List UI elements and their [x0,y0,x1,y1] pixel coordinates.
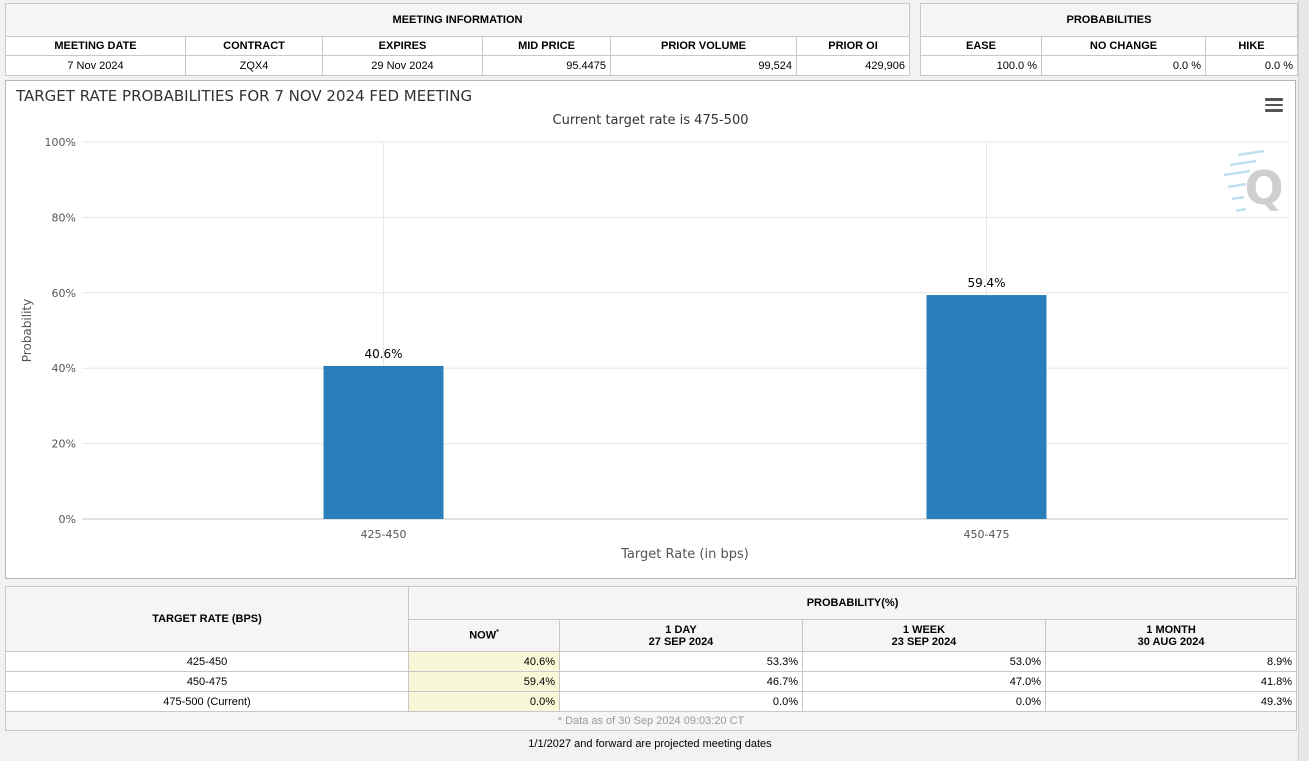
probabilities-table: PROBABILITIES EASE NO CHANGE HIKE 100.0 … [919,3,1299,76]
col-mid-price: MID PRICE [482,36,611,56]
data-timestamp-note: * Data as of 30 Sep 2024 09:03:20 CT [4,711,1298,731]
week-cell: 47.0% [802,671,1046,692]
bar [323,365,444,519]
prior-volume-value: 99,524 [610,55,797,76]
week-cell: 53.0% [802,651,1046,672]
no-change-value: 0.0 % [1041,55,1206,76]
day-cell: 0.0% [559,691,803,712]
now-marker: * [496,629,499,637]
col-1-day: 1 DAY 27 SEP 2024 [559,619,803,652]
watermark-logo: Q [1244,161,1283,215]
col-no-change: NO CHANGE [1041,36,1206,56]
meeting-info-table: MEETING INFORMATION MEETING DATE CONTRAC… [4,3,911,76]
period-label: 1 MONTH [1146,623,1196,636]
now-cell: 59.4% [408,671,560,692]
rate-cell: 425-450 [5,651,409,672]
y-tick-label: 20% [52,438,76,451]
col-prior-volume: PRIOR VOLUME [610,36,797,56]
col-expires: EXPIRES [322,36,483,56]
x-tick-label: 425-450 [361,528,407,541]
mid-price-value: 95.4475 [482,55,611,76]
probability-header: PROBABILITY(%) [407,586,1298,620]
contract-value: ZQX4 [185,55,323,76]
col-contract: CONTRACT [185,36,323,56]
bar-chart: 0% 20% 40% 60% 80% 100% 40.6% 425-450 59.4% 450-4… [20,136,1288,562]
rate-cell: 475-500 (Current) [5,691,409,712]
y-tick-label: 60% [52,287,76,300]
now-cell: 40.6% [408,651,560,672]
prior-oi-value: 429,906 [795,55,911,76]
chart-title: TARGET RATE PROBABILITIES FOR 7 NOV 2024… [16,87,473,105]
table-row: 450-475 59.4% 46.7% 47.0% 41.8% [5,671,1298,692]
x-tick-label: 450-475 [964,528,1010,541]
period-label: 1 DAY [665,623,697,636]
col-hike: HIKE [1204,36,1299,56]
table-row: 475-500 (Current) 0.0% 0.0% 0.0% 49.3% [5,691,1298,712]
scrollbar[interactable] [1298,0,1309,761]
y-tick-label: 40% [52,362,76,375]
hike-value: 0.0 % [1204,55,1299,76]
rate-cell: 450-475 [5,671,409,692]
day-cell: 46.7% [559,671,803,692]
probability-history-table: TARGET RATE (BPS) PROBABILITY(%) NOW* 1 … [4,586,1298,731]
day-cell: 53.3% [559,651,803,672]
meeting-date-value: 7 Nov 2024 [5,55,186,76]
month-cell: 49.3% [1044,691,1298,712]
bar-data-label: 59.4% [967,276,1005,290]
col-1-week: 1 WEEK 23 SEP 2024 [802,619,1046,652]
ease-value: 100.0 % [920,55,1042,76]
month-cell: 41.8% [1044,671,1298,692]
month-cell: 8.9% [1044,651,1298,672]
bar-data-label: 40.6% [364,347,402,361]
y-tick-label: 0% [59,513,76,526]
week-cell: 0.0% [802,691,1046,712]
col-1-month: 1 MONTH 30 AUG 2024 [1044,619,1298,652]
period-label: 1 WEEK [902,623,946,636]
period-date: 23 SEP 2024 [891,635,957,648]
period-date: 27 SEP 2024 [648,635,714,648]
col-ease: EASE [920,36,1042,56]
col-now: NOW* [408,619,560,652]
col-prior-oi: PRIOR OI [795,36,911,56]
bar [926,295,1047,519]
y-tick-label: 80% [52,211,76,224]
now-cell: 0.0% [408,691,560,712]
chart-subtitle: Current target rate is 475-500 [552,113,749,128]
now-label: NOW [469,629,497,642]
expires-value: 29 Nov 2024 [322,55,483,76]
y-tick-label: 100% [45,136,76,149]
target-rate-header: TARGET RATE (BPS) [5,586,409,652]
watermark-stripes [1223,149,1265,213]
period-date: 30 AUG 2024 [1137,635,1205,648]
footer-note: 1/1/2027 and forward are projected meeti… [528,738,772,750]
meeting-info-title: MEETING INFORMATION [4,3,911,37]
chart-panel: 0% 20% 40% 60% 80% 100% 40.6% 425-450 59.4% 450-4… [5,80,1296,579]
probabilities-title: PROBABILITIES [919,3,1299,37]
table-row: 425-450 40.6% 53.3% 53.0% 8.9% [5,651,1298,672]
x-axis-title: Target Rate (in bps) [620,547,749,562]
y-axis-title: Probability [20,299,34,362]
col-meeting-date: MEETING DATE [5,36,186,56]
chart-menu-icon[interactable] [1265,98,1283,112]
